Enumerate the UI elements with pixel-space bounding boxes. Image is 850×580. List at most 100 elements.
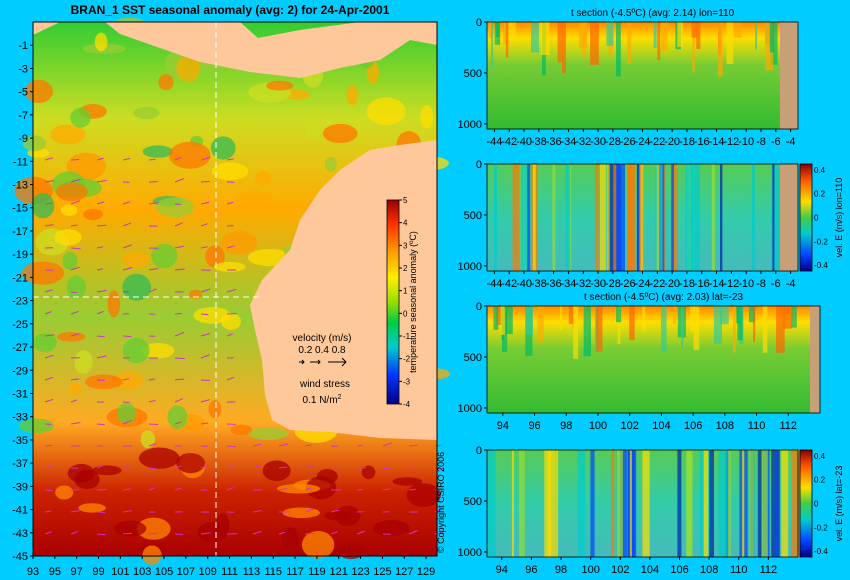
map-x-tick-label: 109 (199, 566, 217, 578)
wind-arrow (96, 246, 104, 249)
panel-stripe (616, 306, 622, 323)
panel-x-tick-label: -26 (620, 278, 636, 290)
panel-stripe (732, 306, 736, 353)
panel-stripe (491, 22, 494, 69)
panel-stripe (640, 164, 644, 271)
panel-stripe (765, 22, 774, 71)
panel-stripe (753, 306, 756, 343)
panel-stripe (691, 164, 700, 271)
anomaly-patch (213, 261, 246, 272)
panel-x-tick-label: 94 (496, 564, 508, 576)
wind-arrow (96, 157, 104, 161)
section-panel-1: t section (-4.5ºC) (avg: 2.14) lon=110 0 5… (458, 8, 799, 148)
wind-arrow (122, 335, 132, 338)
wind-arrow (70, 159, 80, 161)
panel-stripe (505, 22, 509, 58)
panel-stripe (508, 22, 516, 42)
wind-arrow (278, 443, 289, 447)
panel-stripe (629, 306, 635, 340)
panel-x-tick-label: -6 (771, 136, 781, 148)
wind-arrow (44, 465, 52, 469)
wind-arrow (200, 399, 211, 403)
section-panel-3: t section (-4.5ºC) (avg: 2.03) lat=-23 0 5… (458, 292, 821, 432)
map-colorbar: 5 4 3 2 1 0 -1 -2 -3 -4 temperature seasonal anom… (386, 196, 418, 409)
panel-stripe (772, 164, 775, 271)
panel-x-tick-label: 96 (525, 564, 537, 576)
wind-arrow (226, 201, 234, 205)
wind-arrow (148, 268, 159, 271)
panel-side-label: vel. E (m/s) lat=-23 (834, 466, 844, 542)
panel-stripe (733, 22, 742, 38)
wind-arrow (174, 487, 182, 491)
map-colorbar-ticks: 5 4 3 2 1 0 -1 -2 -3 -4 (399, 196, 411, 409)
panel-x-tick-label: -20 (664, 136, 680, 148)
wind-arrow (70, 247, 81, 250)
anomaly-patch (122, 273, 152, 301)
anomaly-patch (220, 230, 258, 255)
wind-arrow (70, 291, 78, 294)
anomaly-patch (189, 289, 202, 299)
panel-x-tick-label: -34 (560, 278, 576, 290)
panel-title: t section (-4.5ºC) (avg: 2.14) lon=110 (571, 8, 735, 19)
wind-arrow (44, 202, 52, 205)
panel-stripe (582, 22, 586, 57)
map-y-tick-label: -35 (12, 435, 28, 447)
map-title: BRAN_1 SST seasonal anomaly (avg: 2) for… (71, 3, 390, 17)
wind-arrow (304, 533, 315, 535)
panel-stripe (629, 450, 633, 557)
panel-land (780, 22, 798, 129)
map-y-tick-label: -29 (12, 365, 28, 377)
wind-arrow (174, 156, 182, 161)
panel-stripe (677, 450, 682, 557)
wind-arrow (122, 267, 133, 271)
map-x-tick-label: 125 (373, 566, 391, 578)
map-x-tick-label: 115 (264, 566, 282, 578)
wind-arrow (44, 531, 52, 535)
panel-x-tick-label: -10 (738, 136, 754, 148)
panel-stripe (691, 22, 697, 38)
velocity-legend: velocity (m/s) 0.2 0.4 0.8 wind stress 0… (293, 333, 352, 406)
map-colorbar-tick-label: -1 (403, 332, 411, 341)
anomaly-patch (133, 106, 160, 120)
panel-x-tick-label: -20 (664, 278, 680, 290)
panel-stripe (761, 450, 768, 557)
anomaly-patch (78, 503, 106, 513)
wind-arrow (70, 310, 79, 315)
map-y-tick-label: -25 (12, 319, 28, 331)
anomaly-patch (138, 447, 180, 469)
anomaly-patch (142, 145, 173, 158)
anomaly-patch (366, 97, 406, 126)
panel-x-tick-label: -28 (605, 278, 621, 290)
wind-arrow (148, 288, 157, 293)
panel-stripe (661, 306, 667, 352)
panel-land (780, 164, 798, 271)
anomaly-patch (31, 193, 55, 219)
panel-stripe (791, 450, 800, 557)
panel-stripe (500, 306, 505, 335)
anomaly-patch (83, 208, 103, 221)
panel-stripe (771, 164, 781, 271)
anomaly-patch (92, 465, 122, 476)
panel-colorbar-tick-label: 0.4 (814, 166, 826, 175)
wind-arrow (148, 378, 155, 381)
panel-stripe (749, 450, 754, 557)
panel-y-tick-label: 1000 (458, 547, 482, 559)
panel-stripe (720, 164, 723, 271)
panel-colorbar-tick-label: -0.2 (814, 523, 828, 532)
panel-stripe (552, 164, 556, 271)
panel-stripe (776, 306, 785, 353)
wind-arrow (200, 465, 208, 469)
panel-stripe (494, 164, 498, 271)
panel-y-tick-label: 0 (476, 301, 482, 313)
map-colorbar-tick-label: 0 (403, 309, 408, 318)
panel-colorbar-tick-label: -0.4 (814, 547, 828, 556)
wind-arrow (70, 178, 81, 183)
panel-x-tick-label: 102 (611, 564, 629, 576)
panel-stripe (693, 306, 700, 351)
panel-stripe (671, 164, 677, 271)
panel-stripe (562, 22, 566, 74)
panel-x-tick-label: 108 (716, 420, 734, 432)
map-colorbar-tick-label: 3 (403, 241, 408, 250)
panel-stripe (489, 22, 493, 39)
wind-arrow (200, 422, 209, 425)
